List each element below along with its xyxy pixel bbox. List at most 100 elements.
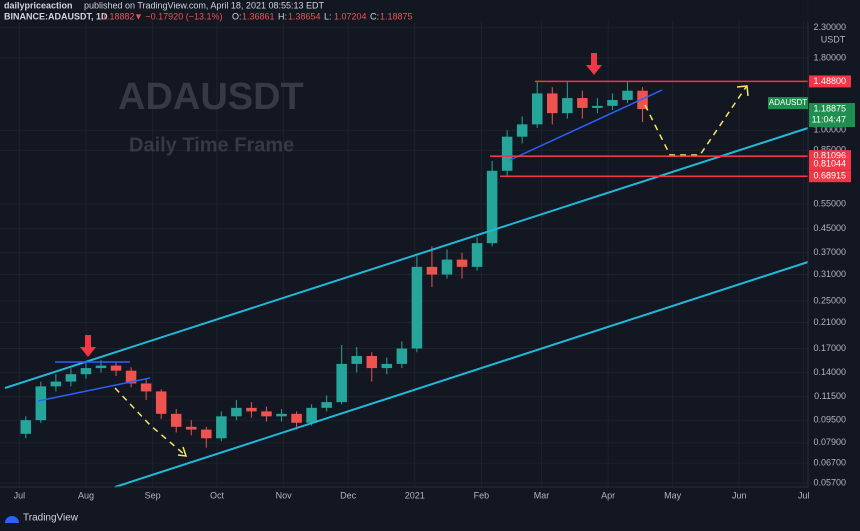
change: ▼ −0.17920 (−13.1%) (134, 11, 222, 21)
y-tick-label: 0.05700 (813, 477, 846, 487)
candle-body (155, 391, 167, 414)
x-tick-label: Jul (14, 490, 26, 500)
ohlc-label: O: (232, 11, 242, 21)
candle-body (216, 416, 227, 439)
candle-body (336, 363, 347, 403)
candle-body (291, 413, 302, 423)
candle-body (201, 429, 212, 439)
x-tick-label: Oct (210, 490, 225, 500)
y-tick-label: 1.00000 (813, 125, 846, 135)
candle-body (471, 243, 483, 267)
watermark-subtitle: Daily Time Frame (129, 134, 294, 156)
candle-body (486, 170, 498, 244)
brand: TradingView (23, 513, 79, 524)
trend-line (509, 89, 663, 161)
countdown: 11:04:47 (812, 114, 846, 124)
x-tick-label: Jul (798, 490, 810, 500)
x-tick-label: May (664, 490, 682, 500)
candle-body (441, 259, 453, 275)
candle-body (95, 365, 107, 369)
candle-body (501, 136, 513, 171)
x-tick-label: Aug (78, 490, 94, 500)
published-note: published on TradingView.com, April 18, … (84, 0, 324, 10)
y-tick-label: 2.30000 (813, 22, 846, 32)
header-bar (0, 0, 860, 22)
y-tick-label: 0.14000 (813, 367, 846, 377)
y-tick-label: 0.11500 (814, 391, 846, 401)
last-price: 1.18882 (102, 11, 135, 21)
x-tick-label: 2021 (405, 490, 425, 500)
candle-body (592, 105, 603, 108)
candle-body (321, 402, 332, 408)
axes: 2.30000 1.80000 1.00000 0.85000 0.55000 0.450… (14, 22, 855, 500)
price-level-tag (809, 75, 851, 88)
y-tick-label: 1.80000 (813, 52, 846, 62)
candle-body (185, 426, 197, 430)
y-tick-label: 0.17000 (813, 343, 846, 353)
drawings (4, 53, 809, 488)
arrow-marker (586, 53, 602, 75)
candle-body (80, 368, 92, 375)
y-tick-label: 0.31000 (813, 269, 846, 279)
x-tick-label: Jun (732, 490, 747, 500)
candle-body (562, 98, 573, 114)
projection-path (114, 387, 186, 456)
price-level-label: 0.68915 (813, 171, 846, 181)
channel-upper (4, 127, 809, 389)
x-tick-label: Mar (534, 490, 550, 500)
candle-body (622, 90, 633, 100)
candle-body (261, 411, 272, 417)
candle-body (125, 370, 137, 384)
x-tick-label: Dec (340, 490, 357, 500)
channel-lower (114, 261, 809, 488)
ohlc-value: 1.36861 (242, 11, 275, 21)
arrow-marker (80, 335, 96, 357)
candle-body (381, 363, 393, 369)
last-price-tag (809, 103, 855, 128)
publisher: dailypriceaction (4, 0, 73, 10)
y-tick-label: 0.07900 (813, 437, 846, 447)
candle-body (396, 348, 408, 364)
y-tick-label: 0.09500 (813, 415, 846, 425)
price-levels (490, 80, 808, 177)
y-tick-label: 0.55000 (813, 198, 846, 208)
watermark-symbol: ADAUSDT (118, 76, 304, 118)
candle-body (637, 90, 648, 110)
y-tick-label: 0.25000 (813, 295, 846, 305)
x-tick-label: Apr (601, 490, 615, 500)
last-price-label: 1.18875 (813, 103, 846, 113)
candle-body (140, 383, 152, 392)
ohlc-value: 1.18875 (380, 11, 413, 21)
ohlc: O: 1.36861 H: 1.38654 L: 1.07204 C: 1.18875 (232, 11, 413, 21)
y-axis-unit: USDT (821, 34, 846, 44)
candle-body (306, 407, 317, 423)
trend-line (37, 377, 151, 402)
y-tick-label: 0.85000 (813, 145, 846, 155)
y-tick-label: 0.37000 (813, 247, 846, 257)
candle-body (366, 355, 378, 369)
price-level-tag (809, 158, 851, 171)
x-tick-label: Sep (145, 490, 161, 500)
price-level-label: 0.81096 (813, 151, 846, 161)
candle-body (110, 365, 122, 371)
x-tick-label: Nov (276, 490, 293, 500)
candle-body (456, 259, 468, 267)
logo (5, 516, 19, 523)
candle-body (426, 266, 438, 275)
candle-body (246, 407, 257, 412)
candle-body (516, 124, 528, 137)
candle-body (411, 266, 423, 349)
candle-body (607, 99, 618, 106)
ohlc-label: C: (370, 11, 379, 21)
y-tick-label: 0.45000 (813, 223, 846, 233)
symbol: BINANCE:ADAUSDT, 1D (4, 11, 108, 21)
candle-body (547, 93, 558, 114)
candle-body (20, 420, 32, 434)
y-tick-label: 0.06700 (813, 458, 846, 468)
candle-body (351, 355, 362, 364)
y-tick-label: 0.21000 (813, 317, 846, 327)
symbol-label: ADAUSDT (769, 98, 807, 107)
ohlc-value: 1.38654 (288, 11, 321, 21)
x-tick-label: Feb (474, 490, 490, 500)
